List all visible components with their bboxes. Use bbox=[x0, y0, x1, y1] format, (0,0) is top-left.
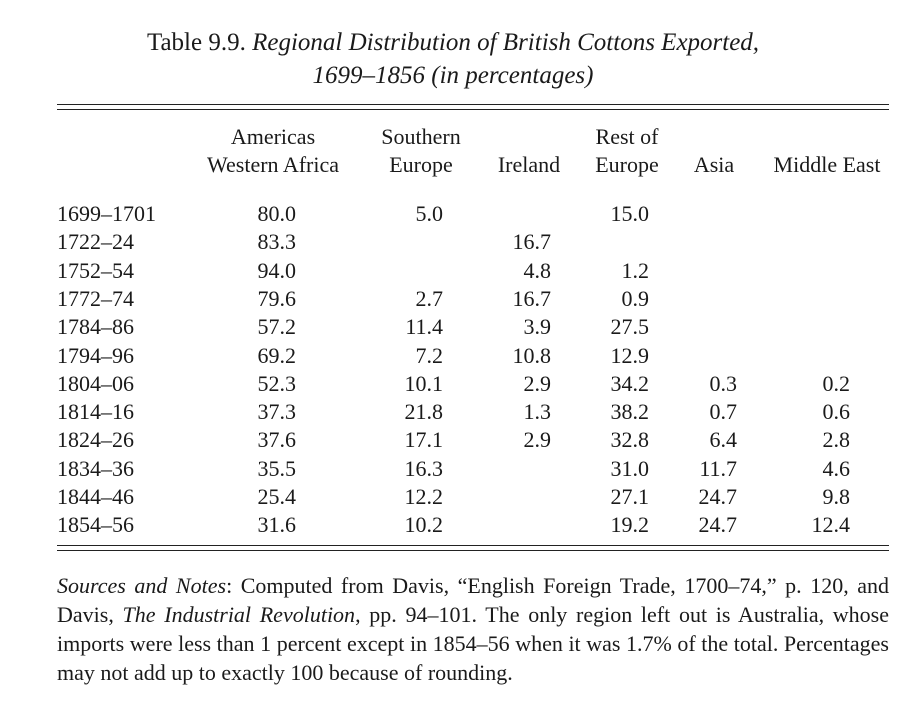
table-cell: 3.9 bbox=[523, 314, 552, 340]
table-cell: 31.0 bbox=[610, 455, 650, 481]
table-cell: 12.9 bbox=[610, 342, 650, 368]
table-cell: 16.3 bbox=[404, 455, 444, 481]
table-cell: 15.0 bbox=[610, 201, 650, 226]
table-cell: 1.3 bbox=[523, 399, 552, 425]
table-cell: 7.2 bbox=[415, 342, 444, 368]
bottom-rule-inner bbox=[57, 550, 889, 551]
table-cell: 52.3 bbox=[257, 370, 297, 396]
table-cell: 37.3 bbox=[257, 399, 297, 425]
table-cell: 12.4 bbox=[811, 512, 851, 538]
column-header-4-line2: Europe bbox=[595, 152, 659, 177]
row-period: 1752–54 bbox=[57, 257, 134, 283]
table-cell: 10.8 bbox=[512, 342, 552, 368]
note-label: Sources and Notes bbox=[57, 573, 227, 598]
table-title: Table 9.9. Regional Distribution of Brit… bbox=[0, 26, 906, 92]
table-cell: 80.0 bbox=[257, 201, 297, 226]
table-cell: 19.2 bbox=[610, 512, 650, 538]
top-rule-inner bbox=[57, 109, 889, 110]
row-period: 1772–74 bbox=[57, 285, 134, 311]
title-text: Regional Distribution of British Cottons… bbox=[252, 29, 760, 56]
column-header-1-line1: Americas bbox=[230, 124, 316, 149]
table-cell: 2.9 bbox=[523, 370, 552, 396]
table-cell: 31.6 bbox=[257, 512, 297, 538]
table-cell: 10.1 bbox=[404, 370, 444, 396]
table-cell: 25.4 bbox=[257, 484, 297, 509]
table-cell: 4.8 bbox=[523, 257, 552, 283]
table-cell: 2.7 bbox=[415, 285, 444, 311]
row-period: 1814–16 bbox=[57, 399, 134, 425]
table-cell: 16.7 bbox=[512, 285, 552, 311]
row-period: 1844–46 bbox=[57, 484, 134, 509]
table-cell: 11.4 bbox=[405, 314, 443, 340]
table-cell: 0.7 bbox=[709, 399, 738, 425]
sources-notes: Sources and Notes: Computed from Davis, … bbox=[57, 571, 889, 687]
note-text-2: , pp. 94–101. The only region left out i… bbox=[57, 602, 890, 685]
bottom-rule bbox=[57, 545, 889, 546]
table-cell: 21.8 bbox=[404, 399, 444, 425]
table-cell: 2.8 bbox=[822, 427, 851, 453]
top-rule bbox=[57, 104, 889, 105]
table-cell: 27.1 bbox=[610, 484, 650, 509]
table-cell: 1.2 bbox=[621, 257, 650, 283]
title-line-2: 1699–1856 (in percentages) bbox=[312, 62, 594, 89]
table-cell: 57.2 bbox=[257, 314, 297, 340]
table-cell: 0.3 bbox=[709, 370, 738, 396]
table-cell: 0.2 bbox=[822, 370, 851, 396]
table-cell: 10.2 bbox=[404, 512, 444, 538]
note-text-1: : Computed from Davis, “English Foreign … bbox=[57, 573, 890, 627]
table-cell: 32.8 bbox=[610, 427, 650, 453]
table-cell: 4.6 bbox=[822, 455, 851, 481]
table-cell: 83.3 bbox=[257, 229, 297, 255]
table-cell: 27.5 bbox=[610, 314, 650, 340]
table-cell: 35.5 bbox=[257, 455, 297, 481]
column-header-6-line2: Middle East bbox=[773, 152, 881, 177]
table-cell: 5.0 bbox=[415, 201, 444, 226]
title-line-1: Table 9.9. Regional Distribution of Brit… bbox=[0, 26, 906, 59]
column-header-4-line1: Rest of bbox=[595, 124, 659, 149]
table-cell: 11.7 bbox=[699, 455, 737, 481]
table-cell: 94.0 bbox=[257, 257, 297, 283]
row-period: 1854–56 bbox=[57, 512, 134, 538]
column-header-1-line2: Western Africa bbox=[207, 152, 339, 177]
row-period: 1824–26 bbox=[57, 427, 134, 453]
row-period: 1722–24 bbox=[57, 229, 134, 255]
table-cell: 38.2 bbox=[610, 399, 650, 425]
table-label: Table 9.9. bbox=[146, 29, 246, 56]
table-cell: 0.6 bbox=[822, 399, 851, 425]
row-period: 1804–06 bbox=[57, 370, 134, 396]
row-period: 1784–86 bbox=[57, 314, 134, 340]
row-period: 1834–36 bbox=[57, 455, 134, 481]
column-header-2-line2: Europe bbox=[389, 152, 453, 177]
column-header-2-line1: Southern bbox=[381, 124, 461, 149]
table-cell: 24.7 bbox=[698, 484, 738, 509]
table-cell: 17.1 bbox=[404, 427, 444, 453]
table-cell: 12.2 bbox=[404, 484, 444, 509]
table-cell: 69.2 bbox=[257, 342, 297, 368]
table-cell: 37.6 bbox=[257, 427, 297, 453]
table-cell: 24.7 bbox=[698, 512, 738, 538]
column-header-5-line2: Asia bbox=[693, 152, 735, 177]
table-cell: 34.2 bbox=[610, 370, 650, 396]
row-period: 1794–96 bbox=[57, 342, 134, 368]
table-cell: 16.7 bbox=[512, 229, 552, 255]
note-book-title: The Industrial Revolution bbox=[122, 602, 356, 627]
table-cell: 6.4 bbox=[709, 427, 738, 453]
table-cell: 2.9 bbox=[523, 427, 552, 453]
table-cell: 9.8 bbox=[822, 484, 851, 509]
row-period: 1699–1701 bbox=[57, 201, 156, 226]
table-cell: 79.6 bbox=[257, 285, 297, 311]
table-cell: 0.9 bbox=[621, 285, 650, 311]
column-header-3-line2: Ireland bbox=[497, 152, 561, 177]
